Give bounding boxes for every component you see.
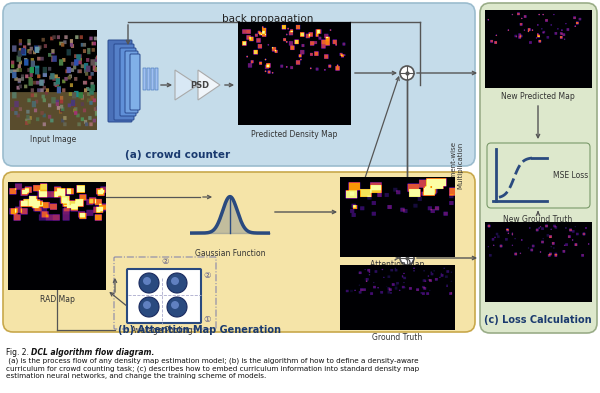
- Circle shape: [400, 66, 414, 80]
- Circle shape: [143, 301, 151, 309]
- FancyBboxPatch shape: [143, 68, 146, 90]
- Text: RAD Map: RAD Map: [40, 295, 74, 304]
- Circle shape: [143, 277, 151, 285]
- Text: Ground Truth: Ground Truth: [372, 333, 422, 342]
- Text: Average Pooling: Average Pooling: [131, 326, 193, 335]
- Polygon shape: [198, 70, 220, 100]
- FancyBboxPatch shape: [3, 3, 475, 166]
- FancyBboxPatch shape: [125, 51, 138, 113]
- Text: Attention Map: Attention Map: [370, 260, 424, 269]
- Circle shape: [171, 277, 179, 285]
- Circle shape: [139, 297, 159, 317]
- FancyBboxPatch shape: [487, 143, 590, 208]
- Text: Fig. 2.: Fig. 2.: [6, 348, 37, 357]
- FancyBboxPatch shape: [155, 68, 158, 90]
- FancyBboxPatch shape: [114, 44, 134, 120]
- Text: Input Image: Input Image: [30, 135, 76, 144]
- Text: MSE Loss: MSE Loss: [553, 171, 588, 180]
- FancyBboxPatch shape: [127, 269, 201, 323]
- Text: back propagation: back propagation: [223, 14, 314, 24]
- FancyBboxPatch shape: [3, 172, 475, 332]
- Text: PSD: PSD: [190, 81, 209, 90]
- Circle shape: [400, 251, 414, 265]
- FancyBboxPatch shape: [147, 68, 150, 90]
- Text: (c) Loss Calculation: (c) Loss Calculation: [484, 315, 592, 325]
- FancyBboxPatch shape: [151, 68, 154, 90]
- Text: Predicted Density Map: Predicted Density Map: [251, 130, 337, 139]
- FancyBboxPatch shape: [120, 48, 136, 116]
- Text: ②: ②: [203, 270, 211, 279]
- FancyBboxPatch shape: [480, 3, 597, 333]
- Circle shape: [167, 297, 187, 317]
- Text: (a) is the process flow of any density map estimation model; (b) is the algorith: (a) is the process flow of any density m…: [6, 358, 419, 379]
- Circle shape: [171, 301, 179, 309]
- Circle shape: [139, 273, 159, 293]
- Text: New Predicted Map: New Predicted Map: [501, 92, 575, 101]
- Text: Element-wise
Multiplication: Element-wise Multiplication: [451, 141, 464, 189]
- Text: DCL algorithm flow diagram.: DCL algorithm flow diagram.: [31, 348, 154, 357]
- Circle shape: [167, 273, 187, 293]
- Text: Gaussian Function: Gaussian Function: [195, 249, 265, 258]
- Text: New Ground Truth: New Ground Truth: [503, 215, 572, 224]
- FancyBboxPatch shape: [130, 54, 140, 110]
- Text: ①: ①: [203, 316, 211, 325]
- Text: (a) crowd counter: (a) crowd counter: [125, 150, 230, 160]
- FancyBboxPatch shape: [108, 40, 132, 122]
- Text: (b) Attention Map Generation: (b) Attention Map Generation: [119, 325, 281, 335]
- Text: ②: ②: [161, 257, 169, 266]
- Polygon shape: [175, 70, 198, 100]
